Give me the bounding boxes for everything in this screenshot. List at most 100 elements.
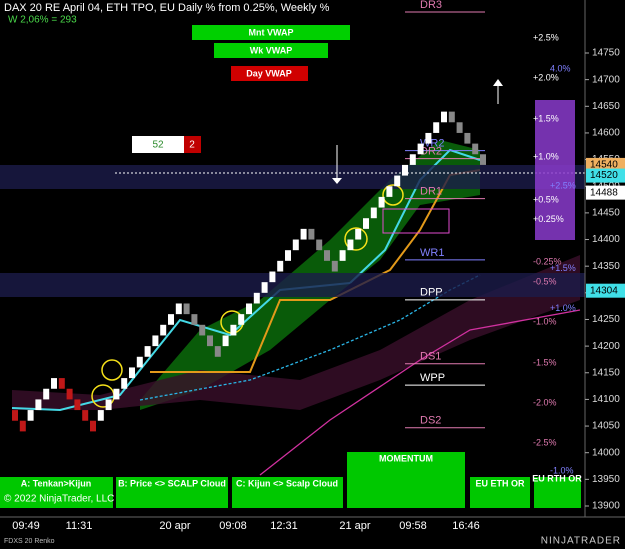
y-tick-label: 14200	[592, 341, 620, 352]
renko-brick	[246, 303, 252, 315]
button[interactable]	[0, 477, 113, 508]
price-tag	[586, 185, 625, 200]
renko-brick	[27, 410, 34, 421]
pct-label: +1.5%	[533, 113, 559, 123]
button[interactable]	[232, 477, 343, 508]
renko-brick	[378, 196, 385, 208]
renko-brick	[433, 122, 440, 133]
button[interactable]	[231, 66, 308, 81]
renko-brick	[152, 335, 159, 347]
button[interactable]	[192, 25, 350, 40]
header-title: DAX 20 RE April 04, ETH TPO, EU Daily % …	[4, 2, 330, 14]
button-label[interactable]: EU RTH OR	[532, 473, 582, 483]
pct-label: +0.25%	[533, 214, 564, 224]
button-label[interactable]: EU ETH OR	[475, 478, 525, 488]
y-tick-label: 14150	[592, 367, 620, 378]
renko-brick	[121, 378, 128, 389]
renko-brick	[300, 228, 307, 240]
y-tick-label: 14350	[592, 261, 620, 272]
pct-label: -1.5%	[533, 358, 557, 368]
chart-content: 13900 13950 14000 14050 14100 14150 14200 14250…	[12, 0, 625, 532]
renko-brick	[168, 314, 174, 325]
price-tag	[586, 157, 625, 172]
renko-brick	[222, 335, 229, 347]
renko-brick	[464, 132, 471, 144]
button[interactable]	[534, 477, 581, 508]
button-label[interactable]: Day VWAP	[246, 68, 292, 78]
weekly-pct-label: +1.5%	[550, 263, 576, 273]
x-tick-label: 12:31	[270, 520, 298, 532]
button-label[interactable]: B: Price <> SCALP Cloud	[118, 478, 226, 488]
x-tick-label: 09:58	[399, 520, 427, 532]
renko-brick	[324, 250, 330, 261]
button[interactable]	[470, 477, 530, 508]
renko-brick	[456, 122, 463, 133]
pct-label: -1.0%	[533, 317, 557, 327]
renko-brick	[175, 303, 182, 315]
counter-box	[184, 136, 201, 153]
button-label[interactable]: Mnt VWAP	[249, 27, 294, 37]
y-tick-label: 14050	[592, 421, 620, 432]
y-tick-label: 13950	[592, 474, 620, 485]
y-tick-label: 14100	[592, 394, 620, 405]
weekly-pct-label: 4.0%	[550, 63, 571, 73]
button[interactable]	[347, 452, 465, 508]
instrument: FDXS 20 Renko	[4, 538, 55, 545]
renko-brick	[386, 186, 393, 197]
renko-brick	[43, 388, 50, 400]
price-tag	[586, 283, 625, 298]
pct-label: -2.0%	[533, 398, 557, 408]
y-tick-label: 14650	[592, 101, 620, 112]
renko-brick	[425, 132, 432, 144]
renko-brick	[58, 378, 65, 389]
level-label: DS1	[420, 351, 441, 363]
renko-brick	[339, 250, 346, 261]
renko-brick	[129, 367, 135, 379]
renko-brick	[472, 143, 479, 155]
renko-brick	[12, 410, 18, 421]
y-tick-label: 14600	[592, 128, 620, 139]
button[interactable]	[116, 477, 228, 508]
box	[382, 208, 450, 234]
renko-brick	[90, 420, 96, 432]
weekly-pct-label: +2.5%	[550, 181, 576, 191]
y-tick-label: 14450	[592, 208, 620, 219]
button-label[interactable]: Wk VWAP	[250, 45, 293, 55]
pct-label: -0.25%	[533, 256, 562, 266]
button-label[interactable]: MOMENTUM	[379, 453, 433, 463]
renko-brick	[331, 260, 338, 272]
button-label[interactable]: C: Kijun <> Scalp Cloud	[236, 478, 338, 488]
y-tick-label: 13900	[592, 501, 620, 512]
price-tag-label: 14520	[590, 170, 618, 181]
weekly-pct-label: -1.0%	[550, 466, 574, 476]
button-label[interactable]: A: Tenkan>Kijun	[21, 478, 92, 488]
button[interactable]	[214, 43, 328, 58]
counter-value: 52	[152, 140, 164, 151]
renko-brick	[74, 399, 81, 411]
renko-brick	[51, 378, 57, 389]
zone	[0, 165, 585, 189]
pct-label: +2.5%	[533, 32, 559, 42]
level-label: DR2	[420, 146, 442, 158]
renko-brick	[253, 292, 260, 304]
renko-brick	[448, 111, 455, 123]
renko-brick	[285, 250, 291, 261]
counter-value: 2	[189, 140, 195, 151]
level-label: DR1	[420, 185, 442, 197]
level-label: DPP	[420, 287, 443, 299]
renko-brick	[238, 314, 245, 325]
renko-brick	[19, 420, 26, 432]
y-tick-label: 14400	[592, 234, 620, 245]
band-line	[259, 309, 581, 476]
pct-label: +0.5%	[533, 194, 559, 204]
copyright: © 2022 NinjaTrader, LLC	[4, 494, 114, 505]
renko-brick	[183, 303, 190, 315]
renko-brick	[144, 346, 151, 357]
renko-brick	[191, 314, 198, 325]
x-tick-label: 16:46	[452, 520, 480, 532]
renko-brick	[97, 410, 104, 421]
renko-brick	[409, 154, 416, 165]
renko-brick	[308, 228, 315, 240]
bottom-buttons: A: Tenkan>Kijun B: Price <> SCALP Cloud …	[0, 452, 582, 508]
